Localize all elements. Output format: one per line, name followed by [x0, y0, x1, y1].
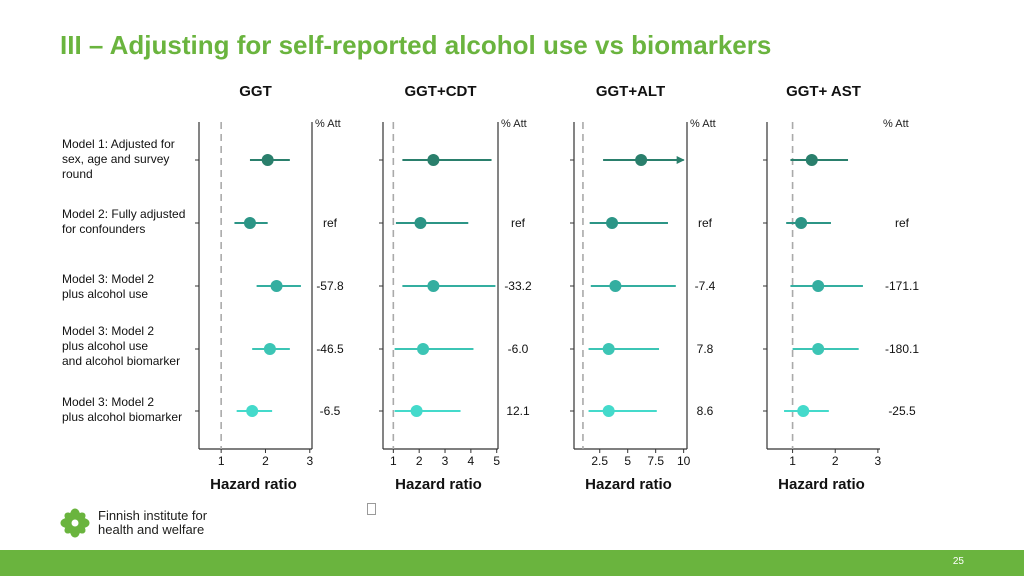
model-label-line: plus alcohol use [62, 339, 149, 353]
x-axis-label: Hazard ratio [395, 476, 482, 493]
att-value: -6.0 [508, 342, 529, 356]
x-axis-label: Hazard ratio [778, 476, 865, 493]
x-tick-label: 2 [262, 454, 269, 468]
estimate-point [427, 154, 440, 166]
att-value: -57.8 [316, 279, 344, 293]
forest-panel-3: GGT+ALT % Att 2.5 5 7.5 10 Hazard ratio ref -7.4… [570, 83, 716, 493]
x-tick-label: 5 [624, 454, 631, 468]
att-value: -25.5 [888, 404, 916, 418]
model-label-line: Model 3: Model 2 [62, 324, 155, 338]
model-label-line: Model 2: Fully adjusted [62, 207, 186, 221]
estimate-point [246, 405, 259, 417]
forest-panel-2: GGT+CDT % Att 1 2 3 4 5 Hazard ratio ref -33.2 -6.… [379, 83, 532, 493]
x-tick-label: 7.5 [647, 454, 664, 468]
estimate-point [812, 280, 825, 292]
estimate-point [270, 280, 283, 292]
x-axis-label: Hazard ratio [210, 476, 297, 493]
estimate-point [417, 343, 430, 355]
model-label-line: Model 3: Model 2 [62, 272, 155, 286]
estimate-point [602, 343, 615, 355]
att-header: % Att [883, 118, 909, 130]
thl-logo: Finnish institute for health and welfare [60, 508, 207, 538]
att-value: -7.4 [695, 279, 716, 293]
estimate-point [414, 217, 427, 229]
model-label-line: and alcohol biomarker [62, 354, 181, 368]
model-label-line: Model 3: Model 2 [62, 395, 155, 409]
x-tick-label: 10 [677, 454, 691, 468]
estimate-point [602, 405, 615, 417]
model-label-5: Model 3: Model 2 plus alcohol biomarker [62, 395, 202, 425]
x-tick-label: 2 [832, 454, 839, 468]
att-value: 8.6 [697, 404, 714, 418]
estimate-point [795, 217, 808, 229]
leaf-flower-icon [60, 508, 90, 538]
logo-line-1: Finnish institute for [98, 508, 208, 523]
panel-title: GGT+CDT [404, 83, 476, 100]
model-label-line: plus alcohol biomarker [62, 410, 183, 424]
x-tick-label: 1 [390, 454, 397, 468]
estimate-point [812, 343, 825, 355]
forest-panel-1: GGT % Att 1 2 3 Hazard ratio ref -57.8 -46.5 -6.5 [195, 83, 344, 493]
model-label-line: sex, age and survey [62, 152, 170, 166]
estimate-point [427, 280, 440, 292]
panel-title: GGT+ AST [786, 83, 861, 100]
x-axis-label: Hazard ratio [585, 476, 672, 493]
slide-title: III – Adjusting for self-reported alcoho… [60, 30, 772, 60]
estimate-point [263, 343, 276, 355]
att-value: -46.5 [316, 342, 344, 356]
x-tick-label: 1 [218, 454, 225, 468]
estimate-point [609, 280, 622, 292]
x-tick-label: 2.5 [591, 454, 608, 468]
x-tick-label: 2 [416, 454, 423, 468]
x-tick-label: 5 [493, 454, 500, 468]
att-value: 12.1 [506, 404, 530, 418]
att-value: ref [511, 216, 526, 230]
att-header: % Att [315, 118, 341, 130]
att-header: % Att [690, 118, 716, 130]
model-label-3: Model 3: Model 2 plus alcohol use [62, 272, 202, 302]
placeholder-box [367, 503, 376, 515]
x-tick-label: 3 [875, 454, 882, 468]
estimate-point [243, 217, 256, 229]
estimate-point [635, 154, 648, 166]
model-label-4: Model 3: Model 2 plus alcohol use and al… [62, 324, 202, 369]
model-label-line: plus alcohol use [62, 287, 149, 301]
logo-line-2: health and welfare [98, 522, 205, 537]
x-tick-label: 4 [468, 454, 475, 468]
estimate-point [805, 154, 818, 166]
estimate-point [606, 217, 619, 229]
forest-panel-4: GGT+ AST % Att 1 2 3 Hazard ratio ref -171.1 -18… [763, 83, 919, 493]
att-value: ref [698, 216, 713, 230]
att-value: -33.2 [504, 279, 532, 293]
estimate-point [410, 405, 423, 417]
page-number: 25 [952, 556, 964, 567]
att-value: 7.8 [697, 342, 714, 356]
att-value: ref [895, 216, 910, 230]
estimate-point [261, 154, 274, 166]
model-label-2: Model 2: Fully adjusted for confounders [62, 207, 202, 237]
x-tick-label: 3 [442, 454, 449, 468]
x-tick-label: 3 [306, 454, 313, 468]
att-value: -180.1 [885, 342, 919, 356]
panel-title: GGT [239, 83, 272, 100]
model-label-line: Model 1: Adjusted for [62, 137, 175, 151]
att-value: ref [323, 216, 338, 230]
att-value: -171.1 [885, 279, 919, 293]
logo-text: Finnish institute for health and welfare [98, 509, 207, 537]
model-label-line: for confounders [62, 222, 146, 236]
estimate-point [797, 405, 810, 417]
model-label-line: round [62, 167, 93, 181]
att-value: -6.5 [320, 404, 341, 418]
x-tick-label: 1 [789, 454, 796, 468]
model-label-1: Model 1: Adjusted for sex, age and surve… [62, 137, 202, 182]
panel-title: GGT+ALT [596, 83, 665, 100]
footer-bar: 25 [0, 550, 1024, 576]
att-header: % Att [501, 118, 527, 130]
